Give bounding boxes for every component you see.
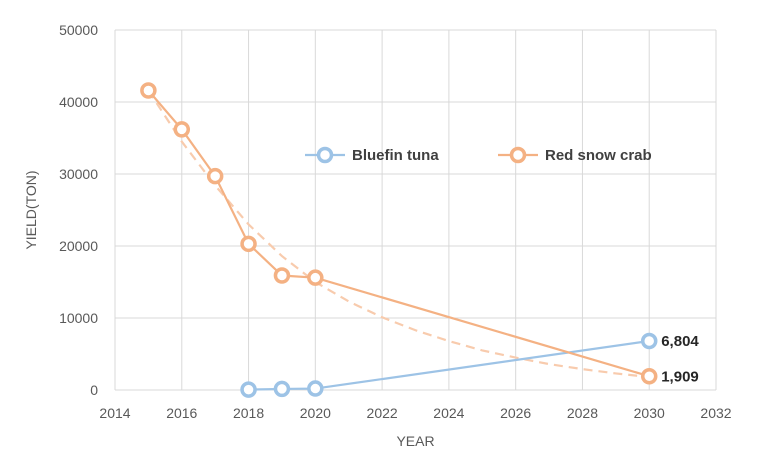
data-point-bluefin-tuna — [240, 381, 257, 398]
axes: 0 10000 20000 30000 40000 50000 2014 2016 2018 20… — [59, 22, 732, 421]
data-point-red-snow-crab — [240, 235, 257, 253]
x-tick-label: 2030 — [634, 405, 665, 421]
data-point-red-snow-crab — [273, 267, 291, 284]
x-tick-label: 2020 — [300, 405, 331, 421]
y-tick-label: 50000 — [59, 22, 98, 38]
data-label: 6,804 — [661, 333, 699, 350]
legend: Bluefin tuna Red snow crab — [305, 146, 652, 164]
y-axis-title: YIELD(TON) — [23, 170, 39, 249]
data-point-red-snow-crab — [173, 121, 191, 138]
data-label: 1,909 — [661, 368, 699, 385]
y-tick-label: 30000 — [59, 166, 98, 182]
x-tick-label: 2014 — [99, 405, 130, 421]
y-tick-label: 20000 — [59, 238, 98, 254]
series-line-bluefin-tuna — [248, 339, 650, 391]
y-tick-label: 0 — [90, 382, 98, 398]
data-point-red-snow-crab — [307, 269, 324, 286]
trendline-red-snow-crab — [147, 89, 650, 379]
x-tick-label: 2032 — [700, 405, 731, 421]
x-tick-label: 2016 — [166, 405, 197, 421]
legend-label: Bluefin tuna — [352, 147, 439, 164]
x-tick-label: 2028 — [567, 405, 598, 421]
data-point-red-snow-crab — [140, 82, 157, 99]
legend-label: Red snow crab — [545, 147, 652, 164]
data-point-red-snow-crab — [206, 167, 224, 185]
x-tick-label: 2024 — [433, 405, 464, 421]
x-tick-label: 2026 — [500, 405, 531, 421]
series-group — [140, 82, 658, 398]
series-line-red-snow-crab — [147, 89, 650, 378]
data-point-bluefin-tuna — [307, 380, 324, 397]
data-labels: 6,804 1,909 — [661, 333, 699, 385]
x-tick-label: 2022 — [367, 405, 398, 421]
y-tick-label: 40000 — [59, 94, 98, 110]
legend-marker — [316, 146, 334, 164]
y-tick-label: 10000 — [59, 310, 98, 326]
x-tick-label: 2018 — [233, 405, 264, 421]
legend-marker — [509, 146, 527, 164]
grid-lines — [114, 29, 717, 391]
data-point-red-snow-crab — [640, 368, 658, 385]
x-axis-title: YEAR — [396, 433, 434, 449]
data-point-bluefin-tuna — [273, 380, 291, 398]
data-point-bluefin-tuna — [640, 332, 658, 350]
trendline — [147, 89, 650, 379]
